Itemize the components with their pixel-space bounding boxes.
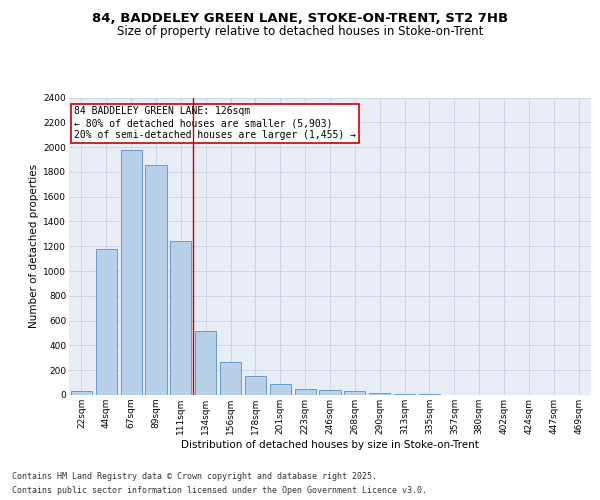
Text: 84 BADDELEY GREEN LANE: 126sqm
← 80% of detached houses are smaller (5,903)
20% : 84 BADDELEY GREEN LANE: 126sqm ← 80% of … — [74, 106, 356, 140]
Bar — [121, 150, 142, 395]
Bar — [295, 389, 316, 395]
Bar — [170, 242, 191, 395]
Bar — [220, 362, 241, 395]
Bar — [419, 394, 440, 395]
Bar — [245, 376, 266, 395]
Bar — [71, 392, 92, 395]
Bar — [96, 250, 117, 395]
Bar — [195, 331, 216, 395]
X-axis label: Distribution of detached houses by size in Stoke-on-Trent: Distribution of detached houses by size … — [181, 440, 479, 450]
Text: Contains HM Land Registry data © Crown copyright and database right 2025.: Contains HM Land Registry data © Crown c… — [12, 472, 377, 481]
Bar — [344, 392, 365, 395]
Bar — [270, 384, 291, 395]
Bar — [319, 390, 341, 395]
Y-axis label: Number of detached properties: Number of detached properties — [29, 164, 39, 328]
Bar — [145, 165, 167, 395]
Text: Contains public sector information licensed under the Open Government Licence v3: Contains public sector information licen… — [12, 486, 427, 495]
Text: 84, BADDELEY GREEN LANE, STOKE-ON-TRENT, ST2 7HB: 84, BADDELEY GREEN LANE, STOKE-ON-TRENT,… — [92, 12, 508, 26]
Text: Size of property relative to detached houses in Stoke-on-Trent: Size of property relative to detached ho… — [117, 25, 483, 38]
Bar — [394, 394, 415, 395]
Bar — [369, 392, 390, 395]
